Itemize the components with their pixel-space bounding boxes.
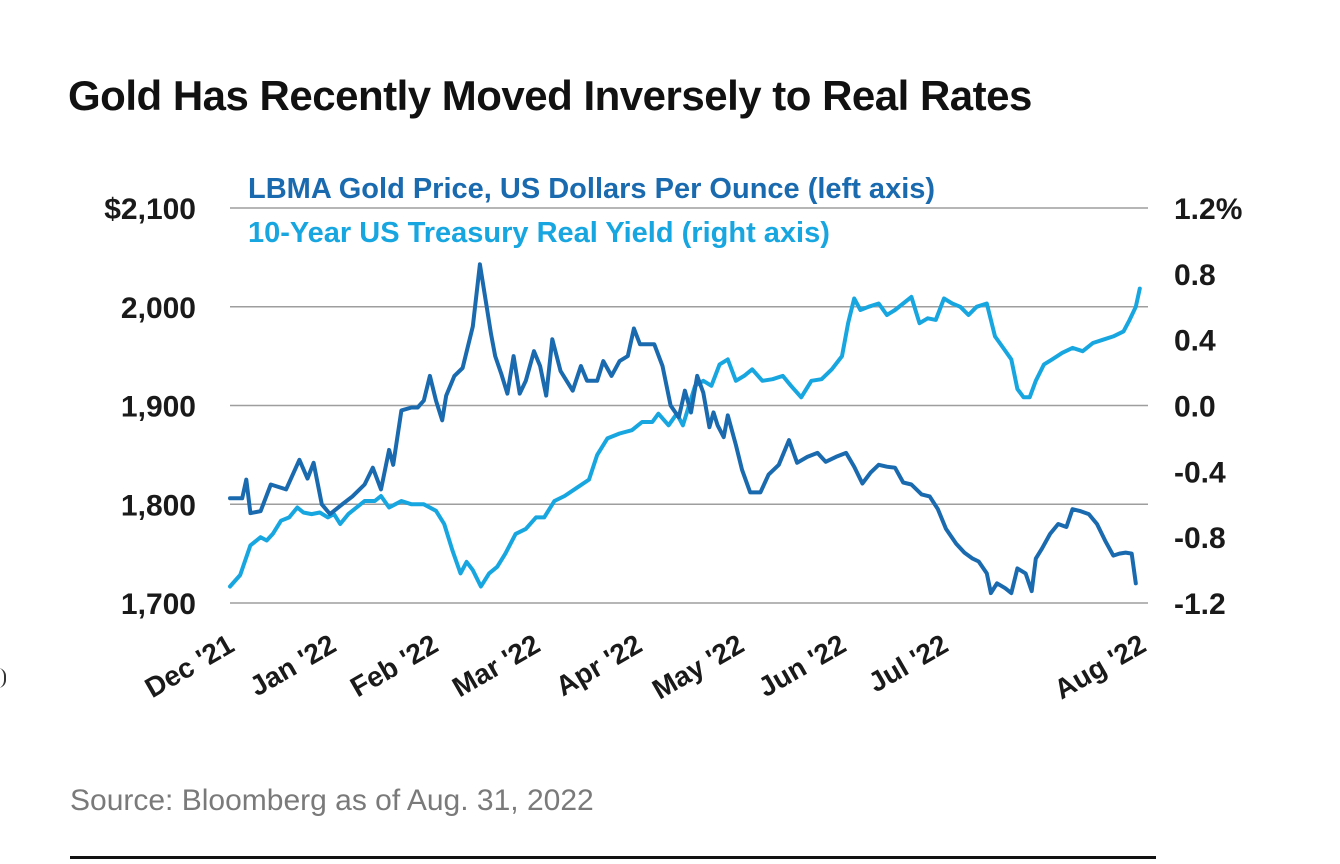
x-tick-label: Aug '22 [1049,628,1151,705]
source-note: Source: Bloomberg as of Aug. 31, 2022 [70,784,594,817]
x-tick-label: Apr '22 [550,628,647,702]
x-axis-ticks: Dec '21 Jan '22 Feb '22 Mar '22 Apr '22 May '… [140,628,1151,705]
right-tick-label: 0.4 [1174,325,1216,358]
left-tick-label: $2,100 [104,193,196,226]
x-tick-label: Jan '22 [244,628,341,702]
bottom-rule [70,856,1156,859]
right-tick-label: -0.8 [1174,522,1226,555]
x-tick-label: Jun '22 [753,628,851,703]
left-axis-ticks: $2,100 2,000 1,900 1,800 1,700 [104,193,196,621]
right-tick-label: 0.8 [1174,259,1216,292]
x-tick-label: May '22 [647,628,749,705]
x-tick-label: Dec '21 [140,628,239,703]
legend: LBMA Gold Price, US Dollars Per Ounce (l… [248,173,935,249]
chart-title: Gold Has Recently Moved Inversely to Rea… [68,72,1032,119]
right-tick-label: 1.2% [1174,193,1242,226]
series-gold-price-line [228,262,1138,596]
left-tick-label: 1,800 [121,489,196,522]
right-tick-label: -1.2 [1174,588,1226,621]
right-tick-label: -0.4 [1174,456,1226,489]
left-tick-label: 1,900 [121,391,196,424]
left-tick-label: 1,700 [121,588,196,621]
legend-gold-price: LBMA Gold Price, US Dollars Per Ounce (l… [248,173,935,205]
x-tick-label: Jul '22 [863,628,953,698]
x-tick-label: Mar '22 [447,628,545,703]
legend-real-yield: 10-Year US Treasury Real Yield (right ax… [248,217,830,249]
left-tick-label: 2,000 [121,292,196,325]
series-real-yield-line [228,286,1142,589]
right-tick-label: 0.0 [1174,391,1216,424]
x-tick-label: Feb '22 [345,628,443,703]
right-axis-ticks: 1.2% 0.8 0.4 0.0 -0.4 -0.8 -1.2 [1174,193,1242,621]
edge-artifact [0,668,6,688]
series-layer [228,262,1142,596]
